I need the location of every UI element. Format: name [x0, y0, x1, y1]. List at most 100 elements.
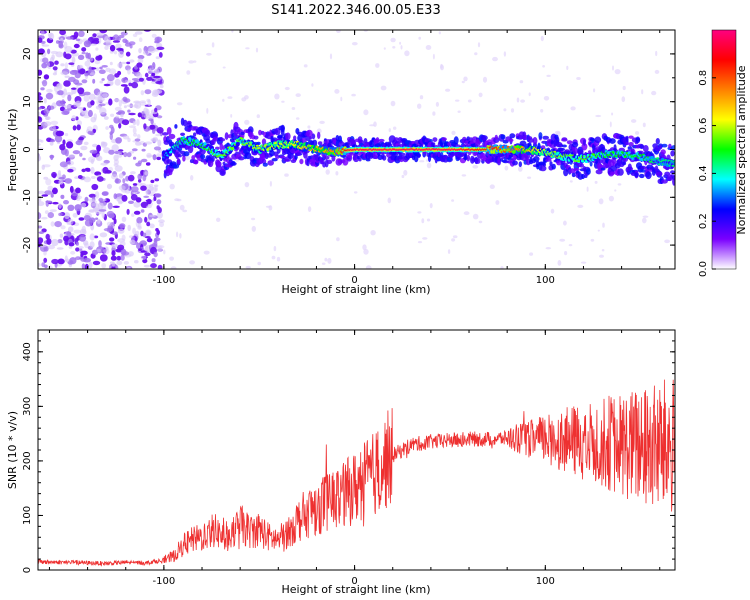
heatmap-ridge-halo [622, 161, 627, 166]
heatmap-ridge-halo [571, 172, 576, 178]
heatmap-noise-blob [112, 40, 120, 43]
heatmap-speckle [176, 102, 183, 106]
heatmap-speckle [311, 83, 314, 87]
heatmap-noise-blob [131, 213, 135, 217]
heatmap-noise-blob [63, 41, 68, 49]
heatmap-speckle [472, 213, 479, 220]
heatmap-noise-blob [88, 261, 93, 269]
heatmap-noise-blob [99, 232, 108, 238]
heatmap-ridge-halo [628, 142, 634, 147]
heatmap-speckle [169, 183, 175, 190]
heatmap-speckle [599, 254, 604, 258]
heatmap-speckle [451, 238, 456, 242]
heatmap-ridge-halo [474, 157, 481, 164]
heatmap-noise-blob [113, 116, 120, 124]
heatmap-noise-blob [93, 235, 99, 239]
heatmap-noise-blob [148, 65, 153, 69]
heatmap-ridge-halo [224, 132, 229, 140]
heatmap-noise-blob [71, 69, 79, 73]
heatmap-ridge-halo [269, 150, 275, 157]
heatmap-speckle [373, 121, 377, 127]
heatmap-ridge-halo [267, 160, 275, 166]
heatmap-noise-blob [144, 245, 149, 252]
heatmap-noise-blob [156, 205, 160, 210]
heatmap-noise-blob [48, 265, 53, 269]
heatmap-noise-blob [112, 205, 120, 208]
heatmap-ridge-halo [437, 151, 441, 158]
heatmap-noise-blob [75, 247, 80, 252]
heatmap-noise-blob [104, 35, 111, 44]
heatmap-speckle [216, 217, 221, 222]
heatmap-ridge-halo [168, 133, 176, 140]
heatmap-speckle [495, 200, 500, 205]
heatmap-noise-blob [127, 224, 131, 232]
heatmap-noise-blob [145, 188, 149, 196]
heatmap-noise-blob [143, 123, 147, 130]
heatmap-noise-blob [43, 257, 48, 263]
heatmap-noise-blob [143, 264, 151, 268]
heatmap-speckle [609, 121, 612, 128]
heatmap-speckle [492, 56, 498, 62]
heatmap-noise-blob [73, 43, 80, 49]
heatmap-noise-blob [120, 113, 124, 118]
heatmap-noise-blob [66, 104, 71, 109]
heatmap-noise-blob [90, 166, 95, 174]
heatmap-speckle [586, 186, 589, 192]
heatmap-noise-blob [78, 217, 85, 221]
heatmap-noise-blob [138, 37, 143, 42]
heatmap-noise-blob [133, 133, 138, 137]
heatmap-noise-blob [146, 198, 152, 205]
heatmap-speckle [500, 266, 504, 269]
snr-y-tick-label: 400 [22, 342, 33, 361]
heatmap-noise-blob [60, 225, 66, 230]
heatmap-noise-blob [75, 241, 79, 246]
heatmap-x-ticks: -100 0 100 [48, 30, 661, 286]
heatmap-ridge-halo [382, 155, 387, 161]
heatmap-noise-blob [41, 262, 46, 268]
heatmap-ridge-halo [655, 138, 660, 145]
heatmap-speckle [452, 235, 458, 239]
heatmap-noise-blob [154, 40, 160, 44]
heatmap-ridge-halo [617, 168, 624, 176]
heatmap-noise-blob [133, 100, 141, 104]
heatmap-speckle [550, 208, 555, 214]
heatmap-noise-blob [116, 255, 122, 261]
heatmap-noise-blob [95, 32, 104, 37]
heatmap-ridge-cell [255, 144, 259, 147]
heatmap-noise-blob [132, 33, 138, 38]
heatmap-noise-blob [65, 36, 74, 40]
heatmap-noise-blob [146, 221, 151, 227]
heatmap-noise-blob [58, 203, 62, 209]
heatmap-ridge-halo [175, 152, 179, 159]
heatmap-speckle [169, 256, 175, 261]
heatmap-noise-blob [58, 179, 64, 185]
heatmap-noise-blob [110, 255, 117, 261]
heatmap-ridge-halo [581, 143, 588, 151]
heatmap-noise-blob [40, 87, 45, 91]
heatmap-noise-blob [99, 80, 104, 84]
heatmap-noise-blob [127, 251, 134, 257]
heatmap-noise-blob [155, 81, 163, 85]
heatmap-noise-blob [104, 45, 109, 51]
heatmap-speckle [614, 69, 621, 75]
heatmap-noise-blob [81, 47, 87, 52]
heatmap-noise-blob [52, 66, 58, 71]
heatmap-noise-blob [71, 115, 77, 121]
heatmap-speckle [321, 262, 326, 265]
heatmap-noise-blob [126, 104, 134, 108]
heatmap-speckle [425, 45, 432, 50]
heatmap-noise-blob [44, 121, 52, 127]
heatmap-speckle [383, 47, 386, 50]
heatmap-ridge-halo [191, 155, 196, 161]
heatmap-speckle [206, 107, 209, 114]
heatmap-noise-blob [83, 176, 92, 183]
heatmap-y-label: Frequency (Hz) [6, 109, 19, 192]
heatmap-noise-blob [151, 72, 156, 77]
heatmap-noise-blob [101, 65, 108, 68]
heatmap-noise-blob [38, 196, 42, 202]
heatmap-speckle [401, 174, 405, 179]
heatmap-speckle [291, 107, 296, 110]
heatmap-noise-blob [137, 173, 142, 180]
heatmap-noise-blob [75, 256, 81, 261]
heatmap-ridge-halo [207, 159, 214, 168]
